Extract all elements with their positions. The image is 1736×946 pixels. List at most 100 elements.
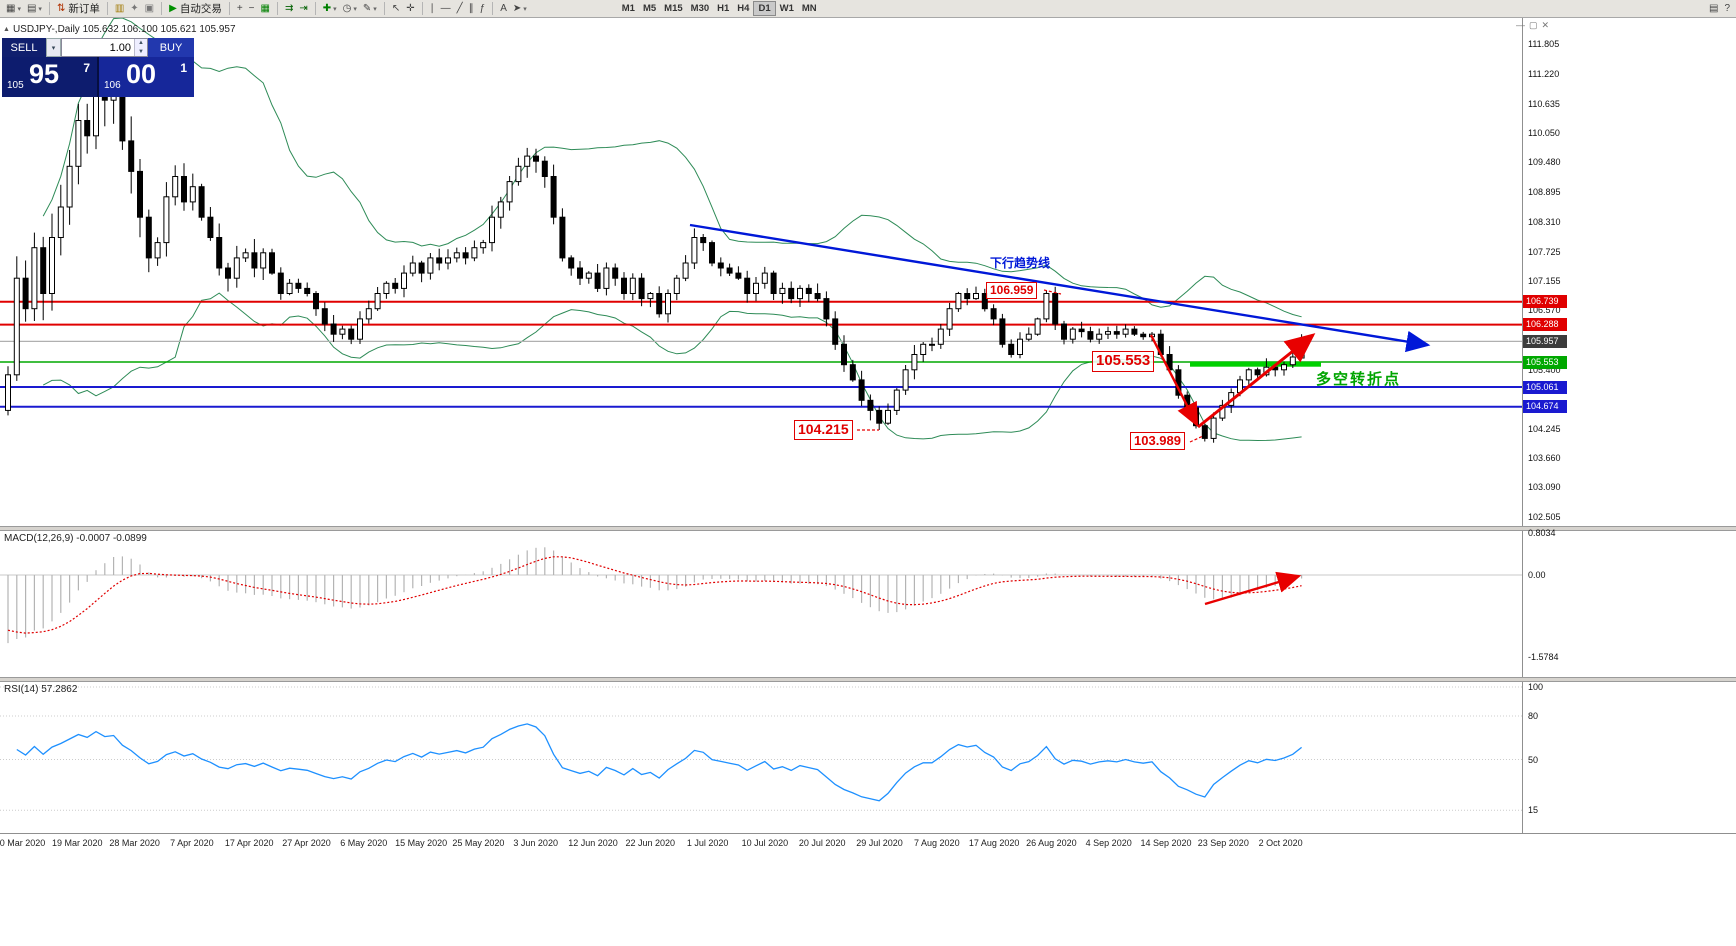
trendline-button[interactable]: ╱ bbox=[454, 1, 466, 17]
vertical-line-button[interactable]: ∣ bbox=[427, 1, 438, 17]
zoom-in-button[interactable]: + bbox=[234, 1, 246, 17]
sell-button[interactable]: SELL bbox=[2, 38, 46, 57]
horizontal-line-button[interactable]: ― bbox=[438, 1, 454, 17]
price-axis[interactable]: 111.805 111.220 110.635 110.050 109.480 108.8… bbox=[1522, 18, 1736, 526]
sell-price-pip: 7 bbox=[83, 61, 90, 75]
price-tick-label: 105.400 bbox=[1528, 364, 1561, 375]
price-tick-label: 103.090 bbox=[1528, 482, 1561, 493]
auto-scroll-button[interactable]: ⇉ bbox=[282, 1, 296, 17]
timeframe-m5[interactable]: M5 bbox=[642, 3, 657, 14]
restore-window-icon[interactable]: ▢ bbox=[1529, 20, 1538, 30]
terminal-button[interactable]: ▣ bbox=[142, 1, 157, 17]
price-tick-label: 110.635 bbox=[1528, 98, 1560, 109]
channel-button[interactable]: ∥ bbox=[466, 1, 477, 17]
text-button-icon: A bbox=[500, 2, 507, 14]
downtrend-line[interactable] bbox=[689, 223, 1431, 353]
rsi-line bbox=[16, 723, 1303, 802]
price-callout-104215[interactable]: 104.215 bbox=[794, 420, 853, 440]
price-callout-106959[interactable]: 106.959 bbox=[986, 282, 1038, 299]
rsi-canvas bbox=[0, 686, 1522, 811]
channel-button-icon: ∥ bbox=[468, 2, 474, 14]
window-list-button[interactable]: ▤ bbox=[1708, 3, 1719, 14]
price-callout-103989[interactable]: 103.989 bbox=[1130, 432, 1185, 451]
timeframe-m15[interactable]: M15 bbox=[664, 3, 683, 14]
arrows-button[interactable]: ➤ ▾ bbox=[510, 1, 530, 17]
support-zone-highlight[interactable] bbox=[1190, 361, 1321, 367]
price-callout-105553[interactable]: 105.553 bbox=[1092, 351, 1155, 372]
toolbar-separator bbox=[48, 2, 50, 15]
trendline-label[interactable]: 下行趋势线 bbox=[990, 256, 1051, 270]
sell-price-big: 95 bbox=[29, 59, 60, 89]
macd-label: MACD(12,26,9) -0.0007 -0.0899 bbox=[4, 533, 147, 544]
time-axis[interactable]: 10 Mar 2020 19 Mar 2020 28 Mar 2020 7 Apr 2… bbox=[0, 833, 1736, 853]
volume-input[interactable] bbox=[62, 39, 134, 56]
rsi-scale-label: 80 bbox=[1528, 711, 1539, 721]
grid-button[interactable]: ▦ bbox=[258, 1, 273, 17]
zoom-out-button[interactable]: − bbox=[246, 1, 258, 17]
date-label: 3 Jun 2020 bbox=[513, 838, 558, 848]
text-button[interactable]: A bbox=[497, 1, 510, 17]
macd-separator[interactable] bbox=[0, 526, 1736, 531]
timeframe-w1[interactable]: W1 bbox=[779, 3, 794, 14]
new-chart-button[interactable]: ▦ ▾ bbox=[3, 1, 24, 17]
one-click-collapse-icon[interactable]: ▲ bbox=[3, 26, 10, 33]
indicators-button-icon: ✚ bbox=[322, 2, 332, 14]
timeframe-m1[interactable]: M1 bbox=[621, 3, 635, 14]
rsi-scale-label: 50 bbox=[1528, 754, 1539, 765]
horizontal-line-button-icon: ― bbox=[440, 2, 451, 14]
main-chart-panel[interactable]: 111.805 111.220 110.635 110.050 109.480 108.8… bbox=[0, 18, 1736, 526]
timeframe-d1[interactable]: D1 bbox=[753, 1, 776, 16]
close-window-icon[interactable]: ✕ bbox=[1541, 20, 1550, 30]
macd-trend-arrow[interactable] bbox=[1204, 571, 1302, 606]
date-label: 7 Aug 2020 bbox=[914, 838, 960, 848]
indicators-button[interactable]: ✚ ▾ bbox=[320, 1, 340, 17]
sell-price[interactable]: 105 95 7 bbox=[2, 57, 99, 97]
reversal-arrow[interactable] bbox=[1197, 333, 1316, 429]
order-type-dropdown[interactable]: ▾ bbox=[46, 38, 61, 57]
volume-down-icon[interactable]: ▼ bbox=[135, 47, 147, 56]
timeframe-mn[interactable]: MN bbox=[801, 3, 817, 14]
date-label: 12 Jun 2020 bbox=[568, 838, 618, 848]
fibonacci-button[interactable]: ƒ bbox=[477, 1, 489, 17]
buy-price[interactable]: 106 00 1 bbox=[99, 57, 194, 97]
templates-button[interactable]: ✎ ▾ bbox=[360, 1, 380, 17]
price-chart-canvas[interactable] bbox=[0, 18, 1522, 526]
rsi-axis: 100 80 50 15 bbox=[1522, 682, 1736, 833]
new-order-button-label: 新订单 bbox=[68, 3, 100, 15]
periods-button[interactable]: ◷ ▾ bbox=[340, 1, 360, 17]
chart-shift-button[interactable]: ⇥ bbox=[296, 1, 310, 17]
timeframe-toolbar: M1 M5 M15 M30 H1 H4 D1 W1 MN bbox=[618, 1, 821, 16]
date-label: 29 Jul 2020 bbox=[856, 838, 903, 848]
vertical-line-button-icon: ∣ bbox=[429, 2, 435, 14]
macd-panel[interactable]: 0.8034 0.00 -1.5784 MACD(12,26,9) -0.0007 … bbox=[0, 528, 1736, 677]
crosshair-button[interactable]: ✛ bbox=[403, 1, 417, 17]
price-tick-label: 111.220 bbox=[1528, 68, 1560, 79]
market-watch-button[interactable]: ▥ bbox=[112, 1, 127, 17]
pivot-label[interactable]: 多空转折点 bbox=[1316, 371, 1402, 388]
price-tick-label: 107.155 bbox=[1528, 275, 1561, 286]
date-label: 6 May 2020 bbox=[340, 838, 388, 848]
timeframe-h1[interactable]: H1 bbox=[717, 3, 730, 14]
navigator-button[interactable]: ✦ bbox=[127, 1, 141, 17]
toolbar-separator bbox=[161, 2, 163, 15]
minimize-window-icon[interactable]: — bbox=[1516, 20, 1525, 30]
new-order-button[interactable]: ⇅ 新订单 bbox=[54, 1, 103, 17]
rsi-panel[interactable]: 100 80 50 15 RSI(14) 57.2862 bbox=[0, 682, 1736, 833]
help-button[interactable]: ? bbox=[1724, 3, 1730, 14]
buy-button[interactable]: BUY bbox=[148, 38, 194, 57]
price-tick-label: 107.725 bbox=[1528, 246, 1561, 257]
rsi-separator[interactable] bbox=[0, 677, 1736, 682]
macd-signal-line bbox=[7, 556, 1302, 634]
reversal-arrow[interactable] bbox=[1149, 334, 1199, 428]
timeframe-h4[interactable]: H4 bbox=[737, 3, 750, 14]
toolbar: ▦ ▾ ▤ ▾ ⇅ 新订单 ▥ ✦ ▣ ▶ 自动交易 + − ▦ ⇉ ⇥ ✚ ▾ ◷ ▾ ✎ ▾ ↖ ✛ ∣ ― ╱ ∥ ƒ A ➤ ▾ M1 M… bbox=[0, 0, 1736, 18]
volume-up-icon[interactable]: ▲ bbox=[135, 39, 147, 48]
timeframe-m30[interactable]: M30 bbox=[690, 3, 710, 14]
date-label: 20 Jul 2020 bbox=[798, 838, 846, 848]
sell-price-prefix: 105 bbox=[7, 80, 24, 91]
cursor-button[interactable]: ↖ bbox=[389, 1, 403, 17]
date-label: 17 Aug 2020 bbox=[968, 838, 1020, 848]
profiles-button[interactable]: ▤ ▾ bbox=[24, 1, 45, 17]
volume-stepper: ▲ ▼ bbox=[61, 38, 148, 57]
autotrading-button[interactable]: ▶ 自动交易 bbox=[166, 1, 225, 17]
